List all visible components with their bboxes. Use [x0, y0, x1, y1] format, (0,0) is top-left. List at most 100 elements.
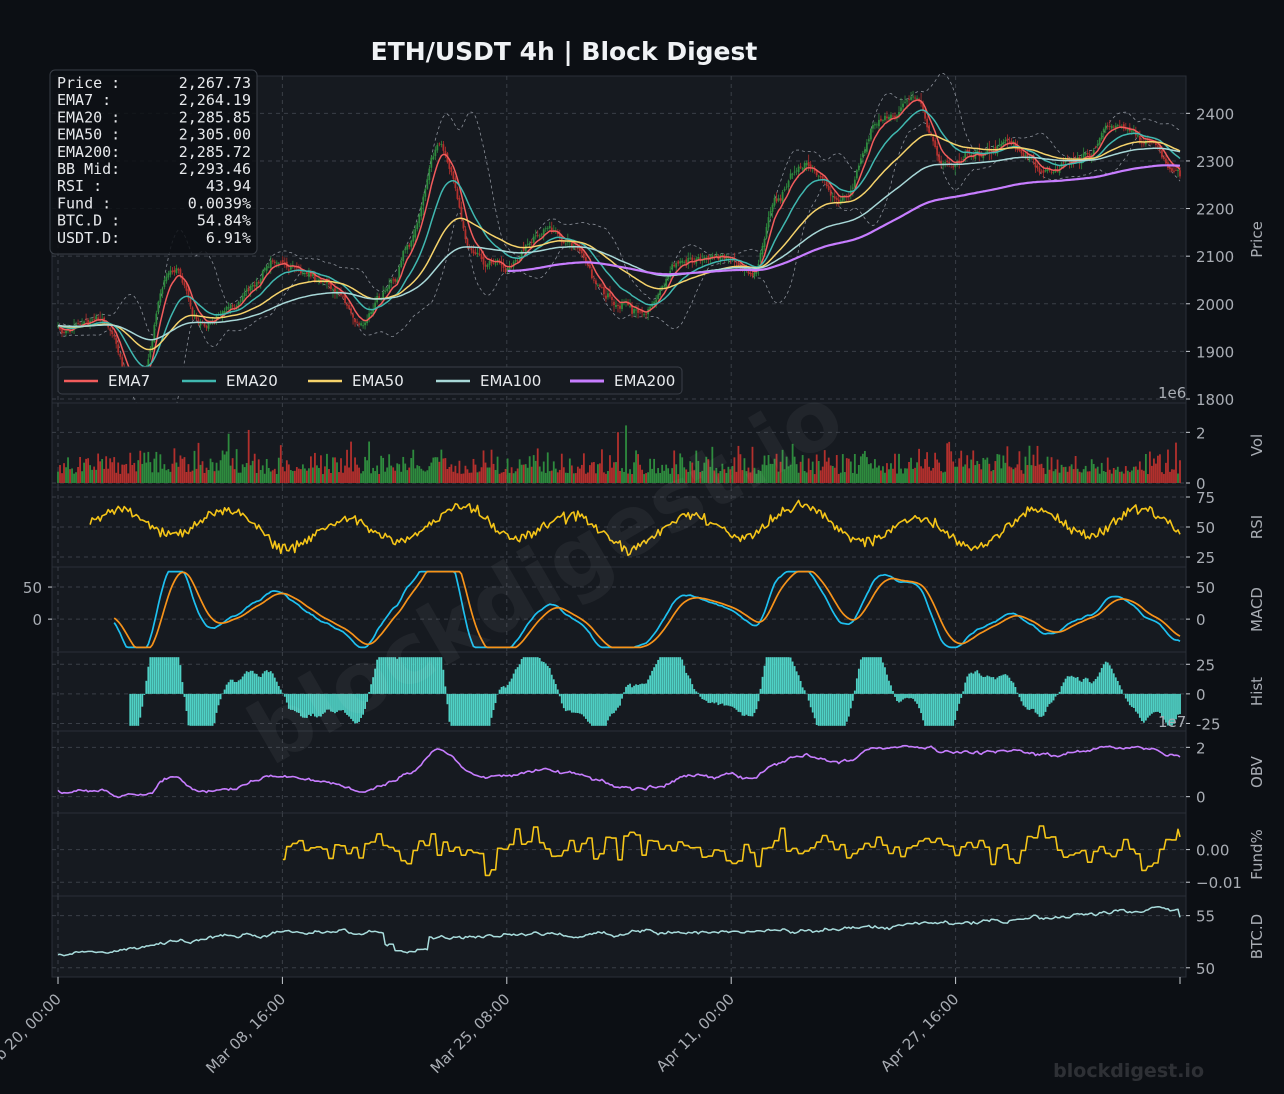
- candle-body: [516, 260, 519, 262]
- hist-bar: [376, 659, 379, 694]
- price-ytick-label: 2300: [1196, 153, 1234, 171]
- volume-bar: [87, 458, 90, 483]
- volume-bar: [332, 457, 334, 483]
- hist-bar: [831, 693, 834, 726]
- volume-bar: [558, 469, 561, 483]
- volume-bar: [761, 464, 764, 483]
- candle-body: [853, 179, 856, 188]
- candle-body: [245, 289, 248, 292]
- hist-bar: [980, 675, 983, 694]
- hist-bar: [243, 673, 246, 694]
- candle-body: [364, 322, 366, 326]
- obv-ylabel: OBV: [1248, 755, 1266, 788]
- candle-body: [787, 180, 790, 187]
- rsi-ytick-label: 50: [1196, 519, 1215, 537]
- hist-bar: [556, 689, 559, 694]
- volume-bar: [693, 470, 696, 483]
- hist-bar: [1092, 681, 1095, 694]
- candle-body: [1052, 171, 1055, 173]
- candle-body: [1114, 125, 1117, 129]
- candle-body: [685, 259, 688, 265]
- hist-bar: [185, 693, 188, 711]
- hist-bar: [275, 681, 278, 694]
- candle-body: [593, 279, 595, 281]
- volume-bar: [988, 463, 991, 483]
- candle-body: [111, 331, 114, 334]
- volume-bar: [635, 450, 637, 483]
- hist-bar: [940, 693, 943, 726]
- hist-bar: [175, 657, 178, 694]
- candle-body: [1169, 167, 1171, 170]
- volume-bar: [1146, 474, 1149, 483]
- hist-bar: [677, 657, 680, 694]
- volume-bar: [976, 461, 979, 483]
- volume-bar: [876, 467, 878, 483]
- volume-bar: [133, 462, 136, 483]
- candle-body: [400, 261, 403, 268]
- volume-bar: [904, 468, 906, 483]
- hist-bar: [133, 693, 136, 726]
- volume-bar: [787, 466, 790, 483]
- volume-bar: [237, 472, 240, 483]
- candle-body: [454, 178, 457, 189]
- volume-bar: [560, 453, 563, 483]
- hist-bar: [324, 693, 326, 713]
- volume-bar: [195, 468, 198, 483]
- volume-bar: [1124, 466, 1127, 483]
- volume-bar: [163, 464, 166, 483]
- candle-body: [524, 245, 527, 252]
- candle-body: [1161, 150, 1163, 158]
- volume-bar: [928, 466, 931, 483]
- volume-bar: [1066, 471, 1069, 483]
- info-label: BB Mid:: [57, 160, 120, 178]
- candle-body: [641, 311, 643, 313]
- candle-body: [344, 295, 346, 303]
- hist-ytick-label: -25: [1196, 715, 1221, 733]
- hist-bar: [135, 693, 138, 726]
- candle-body: [490, 259, 493, 264]
- hist-bar: [827, 693, 830, 726]
- volume-bar: [350, 441, 352, 483]
- info-label: EMA200:: [57, 143, 120, 161]
- hist-bar: [779, 657, 782, 694]
- volume-bar: [299, 469, 302, 483]
- candle-body: [615, 304, 617, 307]
- hist-bar: [721, 693, 724, 704]
- candle-body: [97, 317, 100, 319]
- volume-bar: [516, 468, 519, 483]
- volume-bar: [1074, 456, 1077, 483]
- hist-bar: [380, 657, 383, 694]
- candle-body: [884, 115, 886, 121]
- hist-bar: [751, 693, 754, 717]
- hist-bar: [1032, 693, 1035, 709]
- candle-body: [428, 168, 431, 181]
- candle-body: [249, 285, 252, 291]
- volume-bar: [406, 470, 409, 483]
- volume-bar: [1042, 468, 1045, 483]
- candle-body: [354, 318, 356, 323]
- hist-bar: [851, 693, 854, 701]
- hist-bar: [458, 693, 461, 726]
- candle-body: [613, 301, 615, 305]
- candle-body: [1126, 129, 1129, 131]
- volume-bar: [143, 452, 146, 483]
- hist-bar: [675, 657, 678, 694]
- volume-bar: [645, 473, 647, 483]
- volume-bar: [880, 470, 882, 483]
- info-value: 43.94: [206, 177, 251, 195]
- volume-bar: [763, 455, 766, 483]
- hist-bar: [859, 659, 862, 694]
- hist-bar: [444, 686, 447, 694]
- hist-bar: [701, 693, 704, 700]
- candle-body: [478, 253, 481, 255]
- volume-bar: [147, 451, 150, 483]
- volume-bar: [747, 467, 750, 483]
- hist-bar: [1140, 693, 1143, 722]
- volume-bar: [239, 472, 242, 483]
- candle-body: [548, 226, 551, 229]
- volume-bar: [1159, 454, 1161, 483]
- candle-body: [303, 272, 306, 274]
- volume-bar: [841, 454, 844, 483]
- volume-bar: [334, 457, 336, 483]
- volume-bar: [432, 457, 435, 483]
